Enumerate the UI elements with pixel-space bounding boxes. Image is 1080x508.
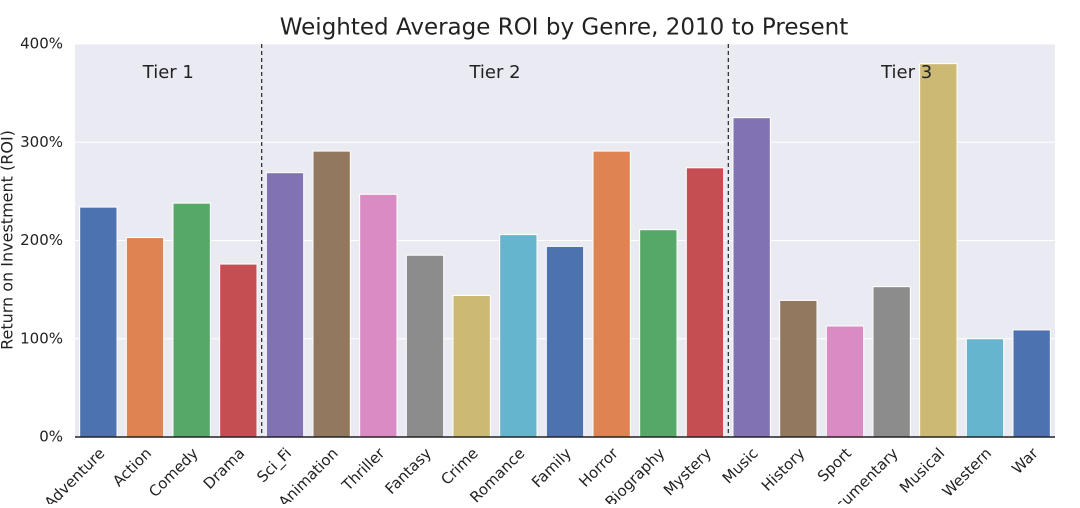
x-tick-label: Fantasy xyxy=(381,444,435,498)
x-tick-label: Adventure xyxy=(41,444,109,504)
bar xyxy=(1012,329,1051,438)
x-tick-label: Thriller xyxy=(338,444,389,495)
bar xyxy=(359,193,398,438)
y-tick-label: 100% xyxy=(20,329,63,347)
x-tick-label: Sci_Fi xyxy=(253,444,296,487)
bar xyxy=(825,325,865,438)
bar xyxy=(732,117,771,438)
bar xyxy=(172,202,211,438)
bar xyxy=(779,299,818,438)
bar xyxy=(265,172,305,438)
bar xyxy=(919,63,958,438)
x-tick-label: Family xyxy=(528,444,575,491)
x-tick-label: Sport xyxy=(814,444,855,485)
bar xyxy=(79,206,118,438)
bar xyxy=(452,295,491,438)
x-tick-label: Crime xyxy=(437,444,481,488)
x-tick-label: Mystery xyxy=(660,444,715,499)
bar xyxy=(965,338,1005,438)
bar xyxy=(545,245,585,438)
tier-label: Tier 1 xyxy=(142,62,194,83)
x-tick-label: Music xyxy=(719,444,762,487)
x-tick-label: War xyxy=(1008,444,1042,478)
bar xyxy=(685,167,725,438)
bar xyxy=(639,229,678,438)
y-tick-label: 400% xyxy=(20,35,63,53)
bar xyxy=(219,263,258,438)
bar xyxy=(405,254,445,438)
x-tick-label: Western xyxy=(939,444,995,500)
x-tick-label: Drama xyxy=(200,444,249,493)
x-tick-label: Comedy xyxy=(145,444,202,501)
bar xyxy=(125,237,165,438)
x-tick-label: Action xyxy=(109,444,155,490)
bar xyxy=(872,286,911,438)
y-tick-label: 200% xyxy=(20,231,63,249)
y-axis-label: Return on Investment (ROI) xyxy=(0,130,17,350)
y-tick-label: 0% xyxy=(39,428,63,446)
tier-label: Tier 3 xyxy=(880,62,932,83)
bar xyxy=(592,150,631,438)
bar xyxy=(499,234,538,438)
tier-label: Tier 2 xyxy=(468,62,520,83)
y-tick-label: 300% xyxy=(20,133,63,151)
chart-title: Weighted Average ROI by Genre, 2010 to P… xyxy=(280,15,848,41)
bar xyxy=(312,150,351,438)
x-tick-label: History xyxy=(758,444,809,495)
